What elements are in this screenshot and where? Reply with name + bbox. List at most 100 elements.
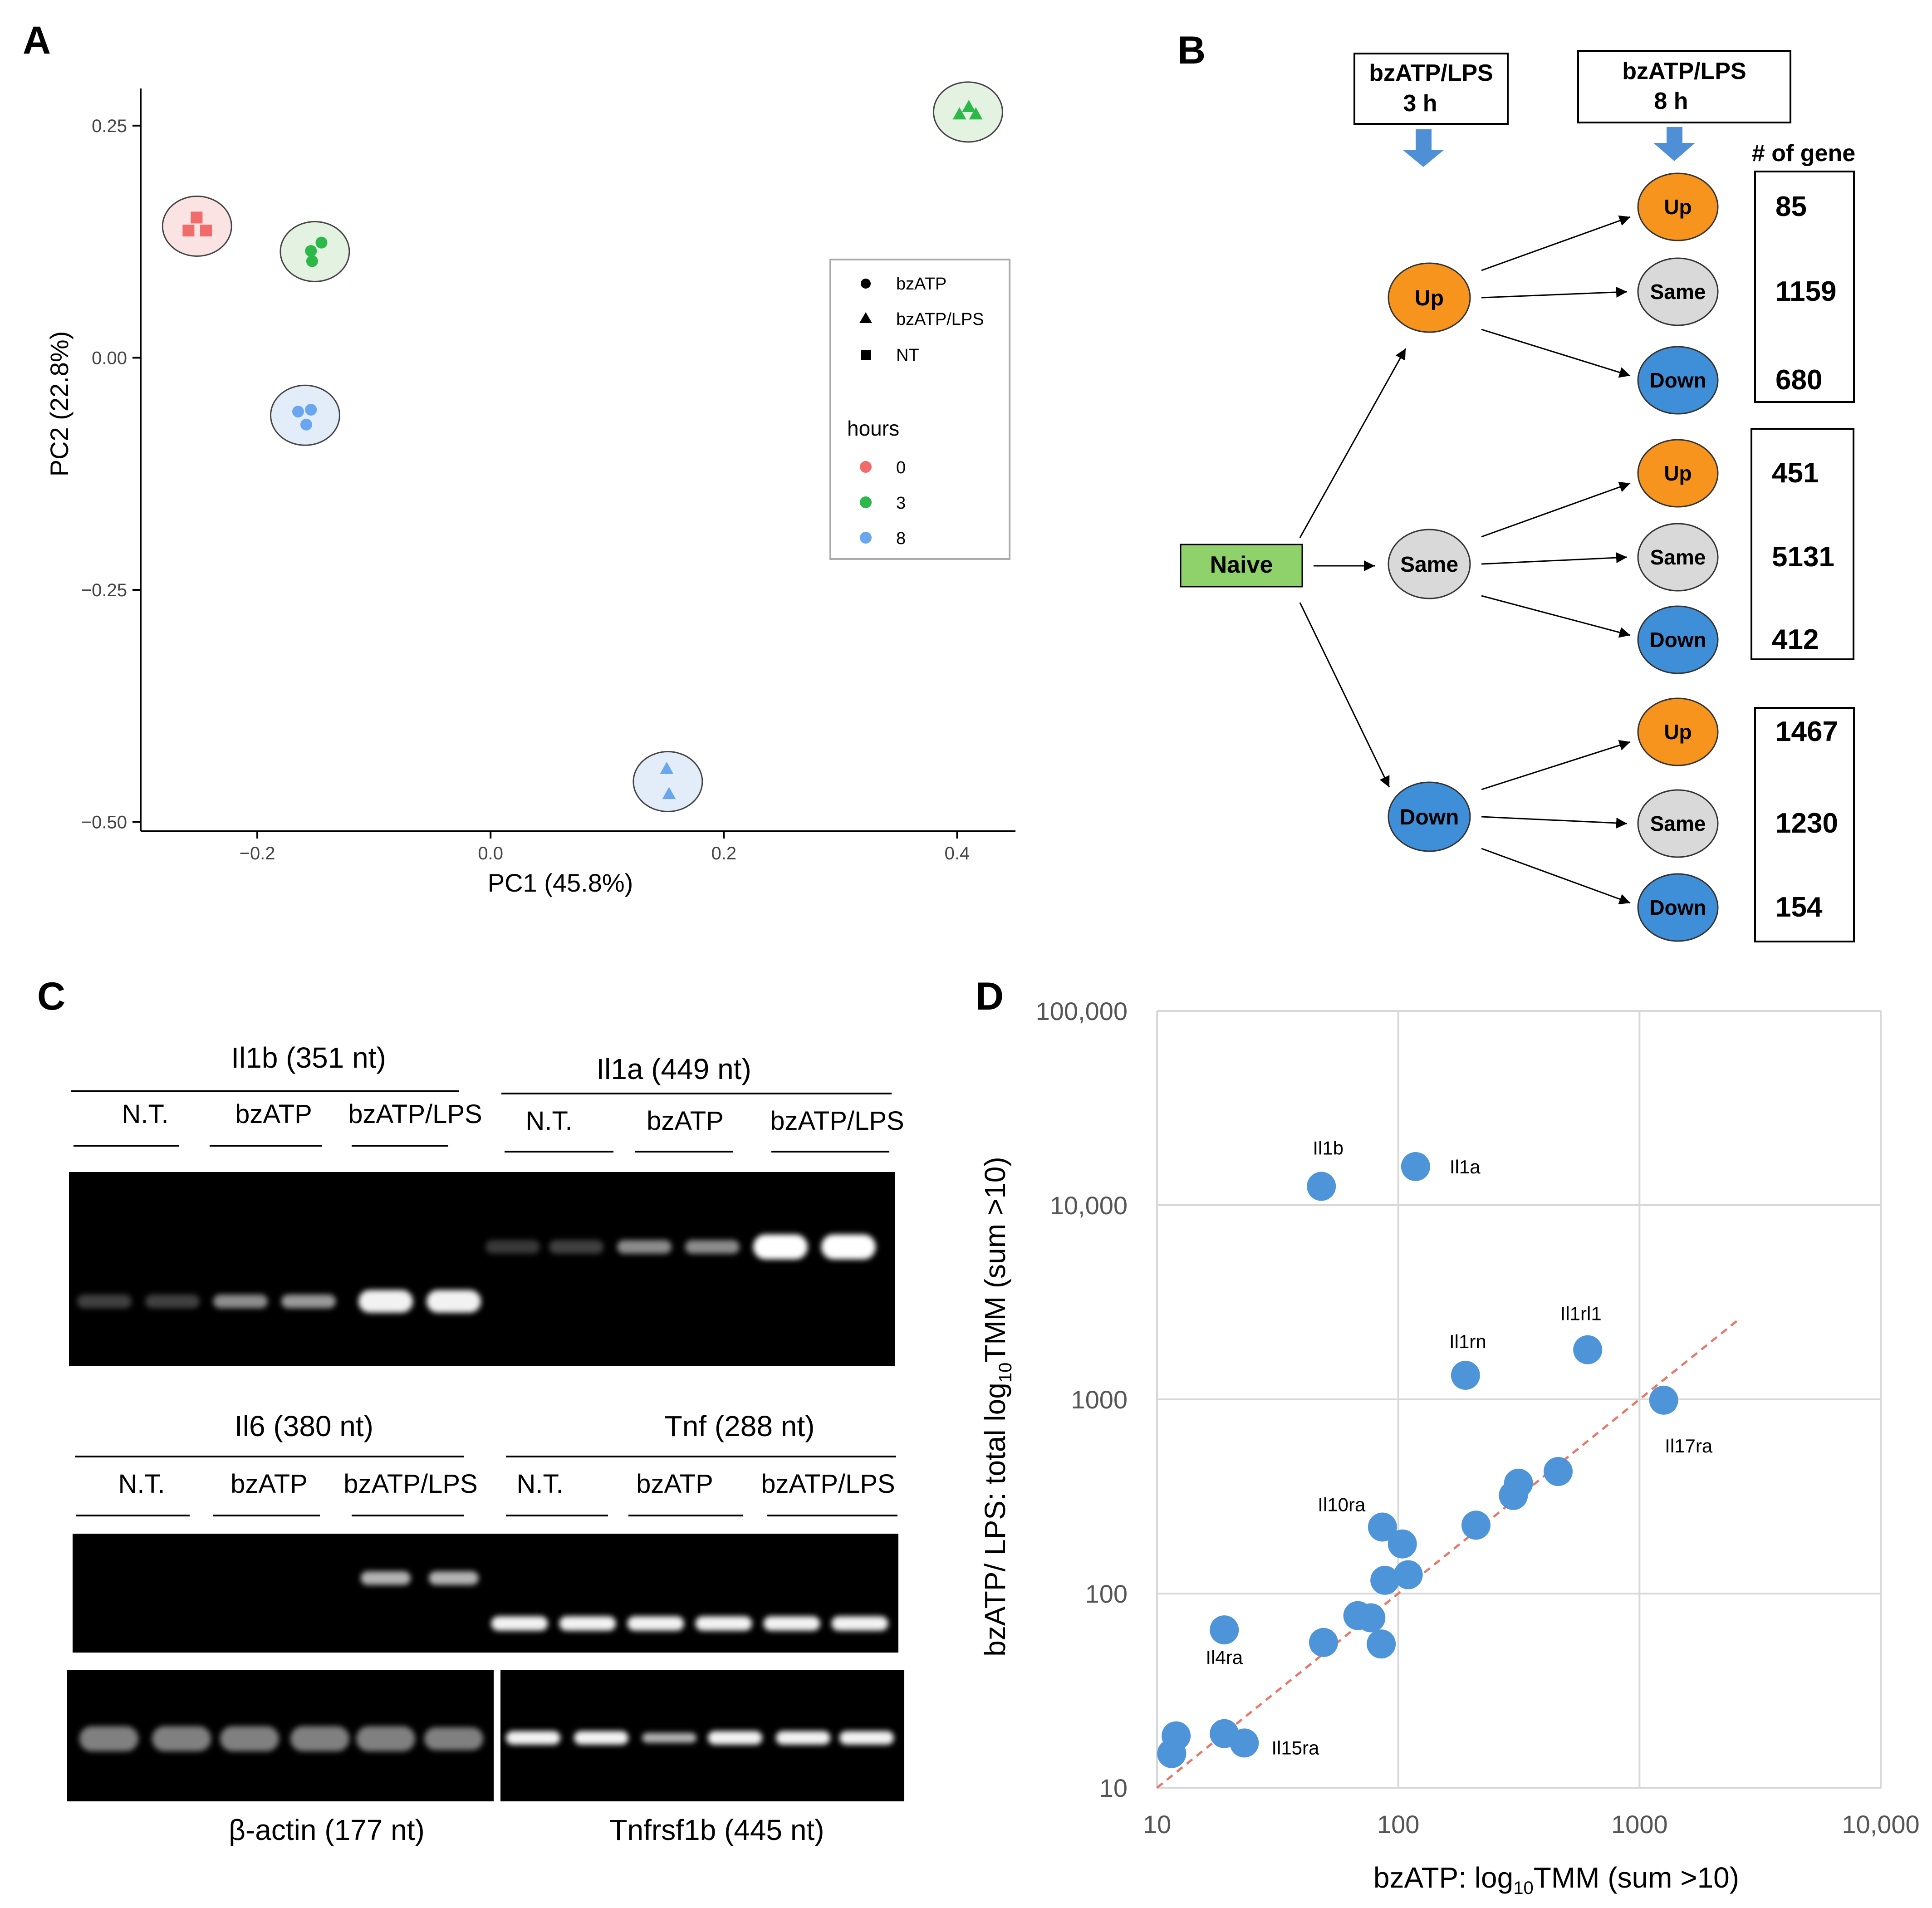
arrow-down-3h-icon: [1402, 129, 1444, 167]
y-tick-label: 0.25: [92, 116, 127, 136]
group-ellipse: [162, 196, 232, 257]
gel-band: [485, 1240, 540, 1254]
gel-il1b-il1a: [69, 1172, 895, 1366]
tnf-title: Tnf (288 nt): [665, 1410, 815, 1442]
trend-line: [1156, 1318, 1741, 1789]
lane-group-label: bzATP: [230, 1469, 308, 1499]
y-tick-label: 10: [1099, 1774, 1128, 1802]
data-point: [1573, 1335, 1603, 1364]
pca-point-square: [182, 225, 195, 237]
leaf-node-label: Down: [1649, 628, 1706, 652]
panel-a-y-label: PC2 (22.8%): [45, 331, 74, 477]
gene-count: 451: [1772, 457, 1819, 489]
panel-d-label: D: [976, 975, 1004, 1018]
lane-group-label: N.T.: [525, 1106, 572, 1136]
data-point: [1401, 1152, 1430, 1181]
pca-point-square: [200, 225, 212, 237]
pca-point-circle: [315, 236, 328, 249]
lane-group-label: bzATP/LPS: [770, 1106, 904, 1136]
gel-band: [427, 1290, 481, 1313]
box-8h-line1: bzATP/LPS: [1622, 58, 1746, 84]
data-point: [1499, 1481, 1528, 1510]
flow-arrow: [1299, 602, 1390, 788]
legend-hour8-dot: [860, 532, 872, 544]
panel-a-point-groups: [162, 81, 1003, 813]
panel-a-x-label: PC1 (45.8%): [488, 868, 633, 897]
lane-group-label: bzATP/LPS: [348, 1099, 482, 1129]
x-tick-label: −0.2: [240, 844, 275, 863]
gel-band: [424, 1727, 483, 1750]
panel-b-label: B: [1177, 29, 1206, 72]
box-3h-line2: 3 h: [1403, 90, 1437, 117]
gel-band: [213, 1295, 268, 1308]
gene-count-header: # of gene: [1752, 140, 1855, 167]
gel-band: [356, 1726, 415, 1751]
data-point: [1388, 1529, 1417, 1559]
lane-group-label: N.T.: [122, 1099, 168, 1129]
gel-band: [79, 1726, 138, 1751]
leaf-node-label: Down: [1649, 896, 1706, 919]
point-label: Il17ra: [1665, 1435, 1713, 1457]
gel-band: [281, 1295, 336, 1308]
leaf-node-up: [1637, 172, 1719, 241]
box-8h-line2: 8 h: [1654, 88, 1688, 114]
leaf-node-same: [1637, 257, 1719, 326]
panel-a: A 0.25 0.00 −0.25 −0.50 −0.2 0.0 0.2 0.4 PC1 (…: [23, 19, 1015, 897]
leaf-node-label: Up: [1664, 461, 1692, 485]
box-3h-line1: bzATP/LPS: [1369, 60, 1493, 86]
legend-hour-0: 0: [896, 458, 906, 477]
gene-count-boxes: 85 1159 680 451 5131 412 1467 1230 154: [1751, 171, 1855, 942]
panel-c-label: C: [37, 975, 65, 1018]
gel-band: [145, 1295, 200, 1308]
panel-d-trendline: [1156, 1318, 1741, 1789]
data-point: [1370, 1565, 1400, 1595]
x-tick-label: 100: [1377, 1810, 1419, 1839]
mid-node-label: Up: [1415, 286, 1444, 310]
pca-point-triangle: [969, 107, 983, 120]
panel-c: C Il1b (351 nt) Il1a (449 nt) Il6 (380 n…: [37, 975, 904, 1846]
x-tick-label: 10,000: [1842, 1810, 1919, 1839]
data-point: [1367, 1629, 1396, 1659]
legend-hour-8: 8: [896, 529, 906, 548]
gel-band: [617, 1240, 672, 1254]
gel-band: [77, 1295, 132, 1308]
y-tick-label: 10,000: [1050, 1191, 1128, 1220]
leaf-node-up: [1637, 697, 1719, 766]
point-label: Il1rn: [1449, 1331, 1486, 1352]
arrow-down-8h-icon: [1653, 127, 1695, 161]
x-tick-label: 0.2: [711, 844, 737, 863]
y-tick-label: −0.50: [81, 813, 127, 833]
y-tick-label: 100,000: [1036, 997, 1128, 1025]
panel-d-ticks: 10 100 1000 10,000 10 100 1000 10,000 100,000: [1036, 997, 1920, 1839]
point-label: Il4ra: [1206, 1647, 1243, 1668]
lane-group-label: bzATP: [235, 1099, 312, 1129]
panel-d-points: Il1b Il1a Il1rn Il1rl1 Il17ra Il10ra Il4ra Il15…: [1157, 1138, 1713, 1768]
gel-band: [763, 1616, 820, 1631]
gel-band: [776, 1731, 830, 1745]
flow-arrow: [1481, 329, 1631, 378]
point-label: Il10ra: [1318, 1494, 1366, 1515]
gel-band: [491, 1616, 548, 1631]
gel-band: [358, 1290, 413, 1313]
group-ellipse: [633, 751, 703, 813]
legend-circle-icon: [861, 279, 871, 289]
gene-count-box: [1754, 171, 1855, 403]
flow-arrow: [1481, 481, 1631, 538]
gel-band: [753, 1234, 808, 1260]
tnfrsf1b-title: Tnfrsf1b (445 nt): [609, 1814, 824, 1846]
leaf-node-label: Up: [1664, 720, 1692, 744]
il1b-title: Il1b (351 nt): [231, 1041, 386, 1074]
y-tick-label: 100: [1085, 1579, 1128, 1608]
pca-point-triangle: [662, 787, 676, 799]
lane-group-label: N.T.: [118, 1469, 165, 1499]
lane-group-label: bzATP: [636, 1469, 713, 1499]
leaf-node-label: Same: [1650, 280, 1706, 304]
gel-band: [695, 1616, 752, 1631]
y-tick-label: 1000: [1071, 1385, 1128, 1414]
leaf-node-same: [1637, 523, 1719, 592]
gene-count-box: [1754, 707, 1855, 942]
legend-square-icon: [861, 350, 871, 360]
flow-arrow: [1481, 286, 1628, 299]
data-point: [1451, 1360, 1480, 1390]
